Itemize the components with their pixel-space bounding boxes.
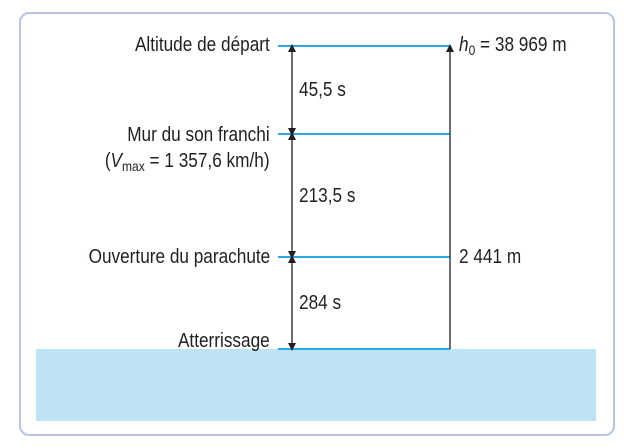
h0-value: = 38 969 m: [475, 34, 567, 56]
ground-area: [36, 349, 596, 421]
vmax-value: = 1 357,6 km/h): [145, 150, 270, 172]
h0-subscript: 0: [468, 42, 476, 58]
landing-label: Atterrissage: [178, 330, 270, 352]
vmax-symbol: V: [111, 150, 123, 172]
h0-label: h0 = 38 969 m: [459, 34, 567, 61]
parachute-label: Ouverture du parachute: [88, 246, 270, 268]
duration-3-label: 284 s: [299, 292, 342, 314]
vmax-subscript: max: [122, 158, 146, 174]
duration-2-label: 213,5 s: [299, 185, 356, 207]
vmax-label: (Vmax = 1 357,6 km/h): [105, 150, 270, 174]
parachute-altitude-label: 2 441 m: [459, 246, 522, 268]
start-label: Altitude de départ: [135, 34, 270, 56]
sound-barrier-label: Mur du son franchi: [127, 124, 270, 146]
h0-symbol: h: [459, 34, 469, 56]
duration-1-label: 45,5 s: [299, 79, 346, 101]
